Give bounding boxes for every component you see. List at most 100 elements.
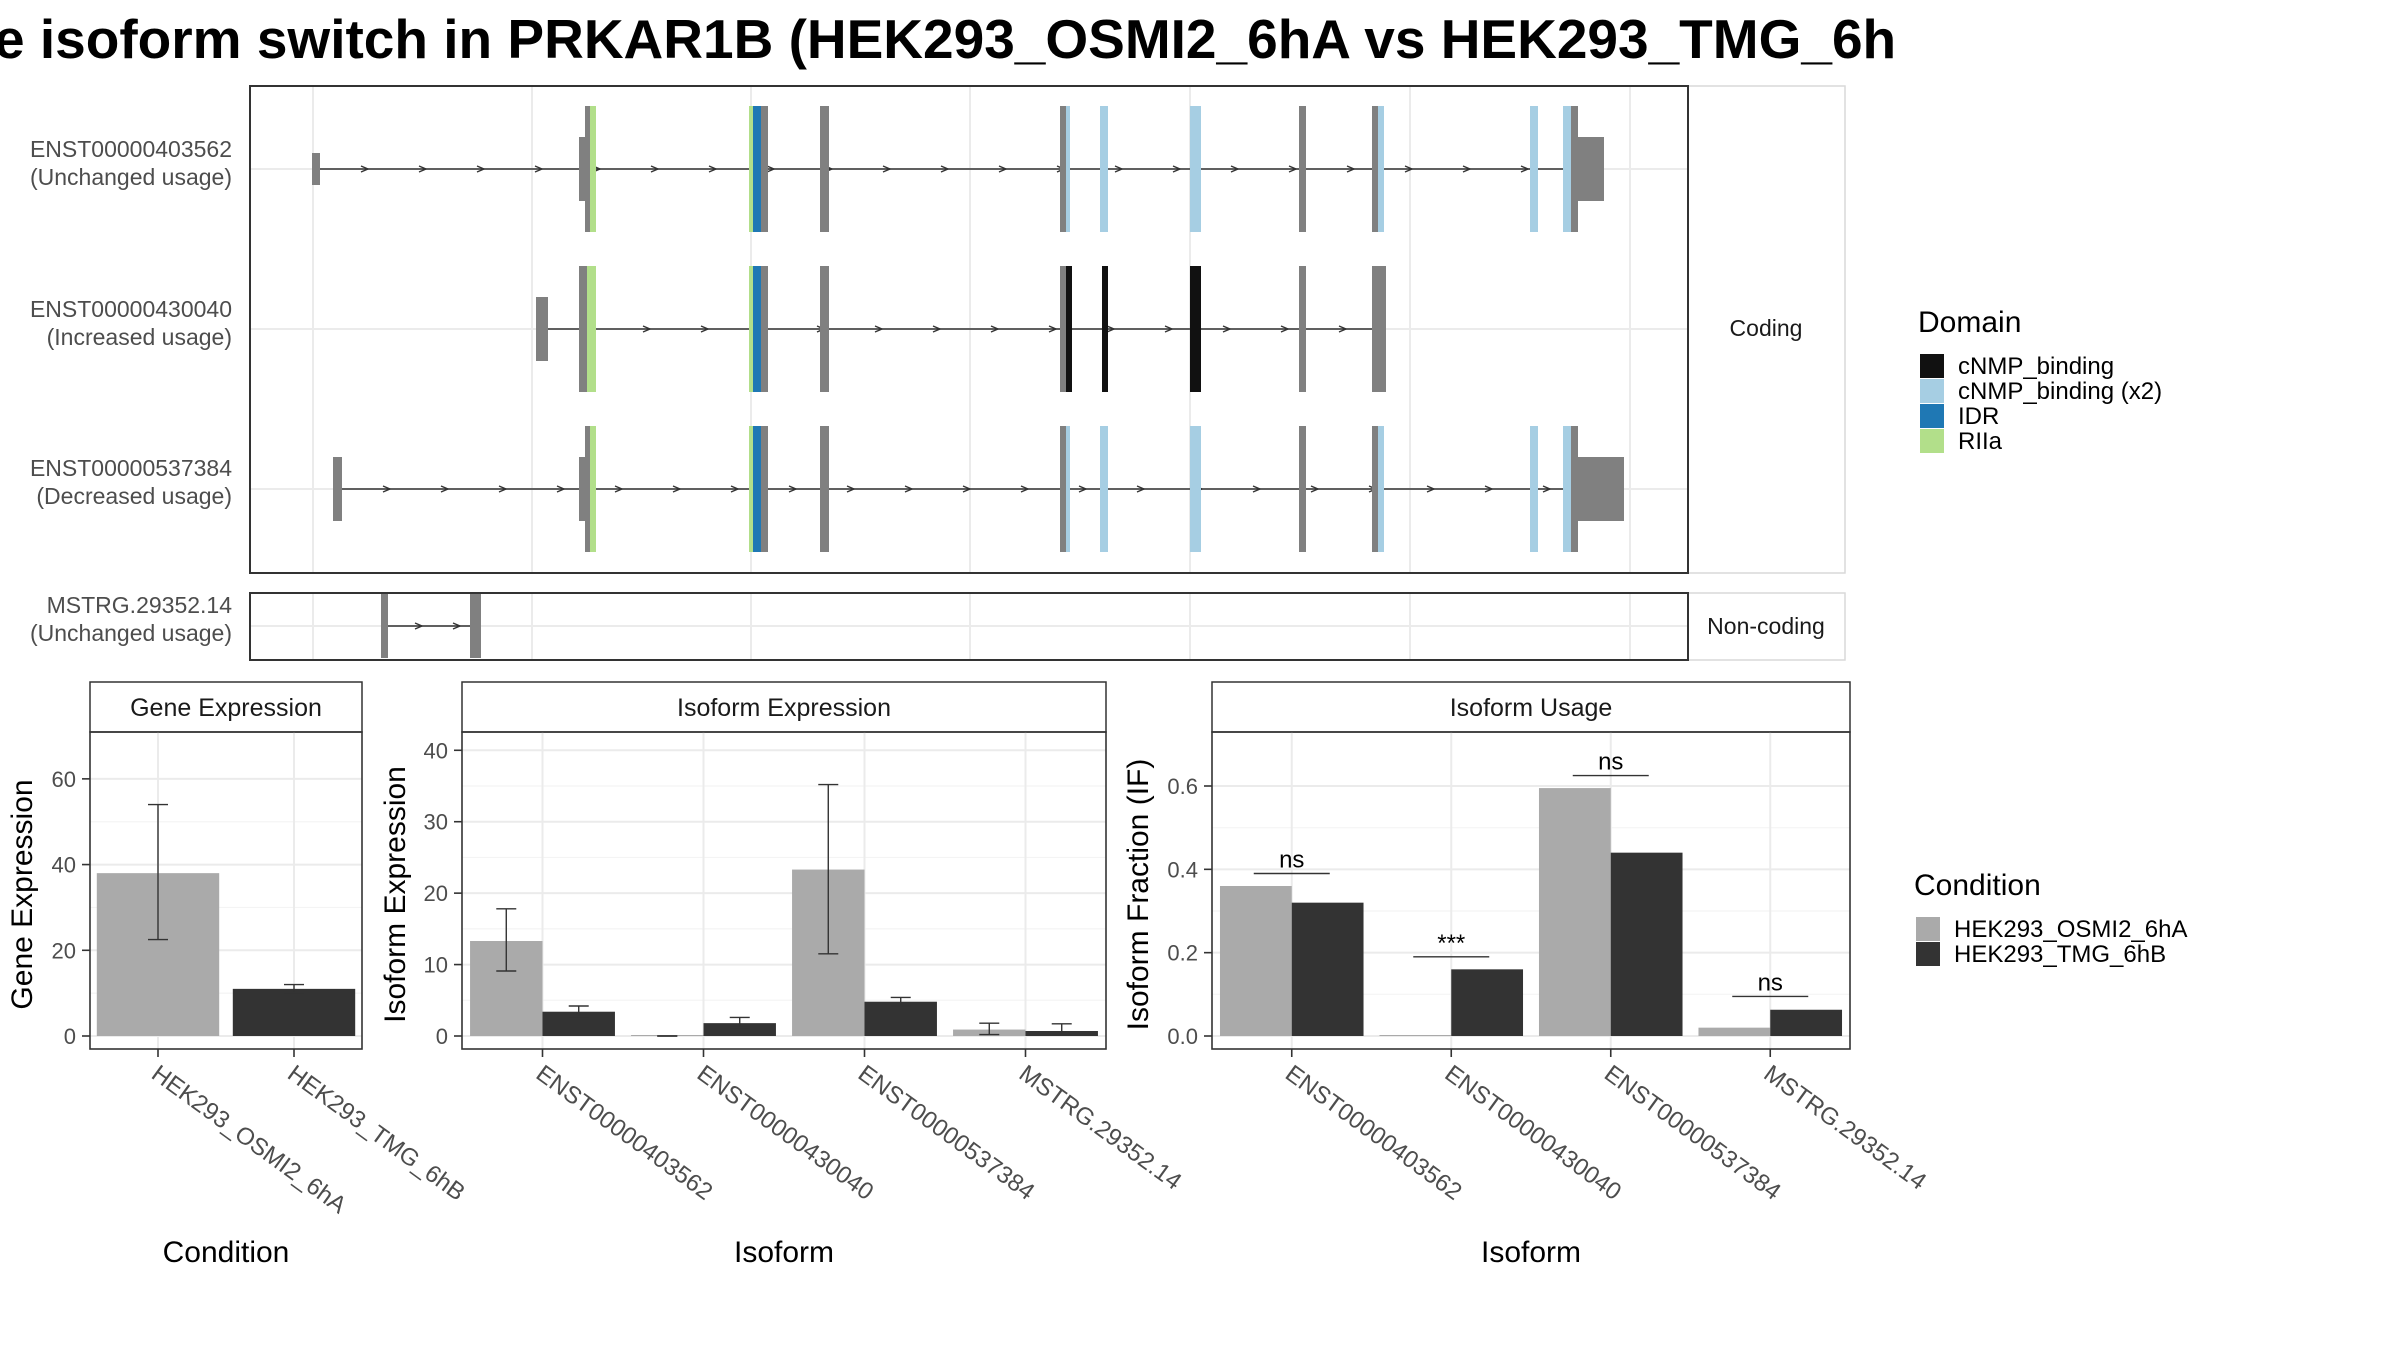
domain-riia bbox=[587, 266, 596, 392]
transcript-usage-label: (Decreased usage) bbox=[36, 483, 232, 509]
intron-arrow bbox=[1542, 485, 1552, 493]
legend-domain-label: RIIa bbox=[1958, 428, 2003, 455]
x-axis-title: Isoform bbox=[1481, 1236, 1581, 1269]
bar bbox=[1538, 788, 1611, 1036]
legend-domain-swatch bbox=[1920, 354, 1944, 378]
intron-arrow bbox=[1136, 485, 1146, 493]
x-tick-label: ENST00000430040 bbox=[1440, 1060, 1626, 1206]
intron-arrow bbox=[962, 485, 972, 493]
intron-arrow bbox=[418, 165, 428, 173]
legend-domain-label: IDR bbox=[1958, 403, 1999, 430]
facet-label-noncoding: Non-coding bbox=[1707, 613, 1825, 639]
y-tick-label: 0 bbox=[436, 1024, 448, 1049]
domain-cnmp-x2 bbox=[1190, 426, 1201, 552]
y-tick-label: 40 bbox=[424, 738, 448, 763]
bar bbox=[1698, 1027, 1771, 1036]
y-axis-title: Isoform Fraction (IF) bbox=[1122, 759, 1155, 1031]
domain-cnmp-x2 bbox=[1066, 426, 1070, 552]
transcript-usage-label: (Unchanged usage) bbox=[30, 620, 232, 646]
exon-utr bbox=[333, 457, 342, 521]
x-tick-label: ENST00000403562 bbox=[531, 1060, 717, 1206]
intron-arrow bbox=[940, 165, 950, 173]
significance-label: ns bbox=[1758, 969, 1783, 996]
exon bbox=[579, 266, 587, 392]
legend-condition-label: HEK293_OSMI2_6hA bbox=[1954, 916, 2187, 943]
exon bbox=[761, 266, 768, 392]
legend-domain-swatch bbox=[1920, 379, 1944, 403]
panel-strip bbox=[461, 681, 1107, 733]
intron-arrow bbox=[360, 165, 370, 173]
x-tick-label: ENST00000403562 bbox=[1280, 1060, 1466, 1206]
x-axis-title: Isoform bbox=[734, 1236, 834, 1269]
intron-arrow bbox=[1310, 485, 1320, 493]
domain-cnmp-x2 bbox=[1378, 106, 1384, 232]
intron-arrow bbox=[1280, 325, 1290, 333]
domain-cnmp-x2 bbox=[1563, 426, 1571, 552]
legend-domain-swatch bbox=[1920, 429, 1944, 453]
domain-riia bbox=[749, 266, 753, 392]
significance-label: ns bbox=[1598, 749, 1623, 776]
intron-arrow bbox=[1020, 485, 1030, 493]
domain-riia bbox=[590, 106, 596, 232]
figure-title: e isoform switch in PRKAR1B (HEK293_OSMI… bbox=[0, 8, 1896, 70]
exon bbox=[820, 266, 829, 392]
transcript-id-label: ENST00000403562 bbox=[30, 136, 232, 162]
intron-arrow bbox=[1222, 325, 1232, 333]
y-tick-label: 20 bbox=[52, 938, 76, 963]
domain-cnmp-x2 bbox=[1530, 106, 1538, 232]
domain-cnmp-x2 bbox=[1066, 106, 1070, 232]
domain-cnmp-x2 bbox=[1563, 106, 1571, 232]
domain-cnmp-x2 bbox=[1378, 426, 1384, 552]
y-tick-label: 0.4 bbox=[1167, 857, 1198, 882]
domain-cnmp-x2 bbox=[1190, 106, 1201, 232]
panel-title: Gene Expression bbox=[130, 694, 322, 722]
y-tick-label: 10 bbox=[424, 953, 448, 978]
intron-arrow bbox=[1230, 165, 1240, 173]
y-tick-label: 0.2 bbox=[1167, 941, 1198, 966]
intron-arrow bbox=[1338, 325, 1348, 333]
bar bbox=[1219, 886, 1292, 1036]
exon bbox=[1571, 426, 1578, 552]
exon bbox=[579, 137, 587, 201]
y-axis-title: Isoform Expression bbox=[379, 766, 412, 1023]
exon bbox=[585, 426, 590, 552]
bar bbox=[1770, 1009, 1843, 1036]
intron-arrow bbox=[700, 325, 710, 333]
y-axis-title: Gene Expression bbox=[6, 779, 39, 1009]
legend-domain-label: cNMP_binding bbox=[1958, 353, 2114, 380]
intron-arrow bbox=[556, 485, 566, 493]
significance-label: ns bbox=[1279, 847, 1304, 874]
x-tick-label: ENST00000537384 bbox=[853, 1060, 1039, 1206]
facet-strip-noncoding bbox=[1687, 592, 1846, 661]
exon bbox=[579, 457, 587, 521]
transcript-usage-label: (Unchanged usage) bbox=[30, 164, 232, 190]
intron-arrow bbox=[1288, 165, 1298, 173]
exon bbox=[1299, 106, 1306, 232]
intron-arrow bbox=[998, 165, 1008, 173]
exon-utr bbox=[312, 153, 320, 185]
coding-panel-border bbox=[249, 85, 1689, 574]
domain-cnmp-x2 bbox=[1530, 426, 1538, 552]
transcript-id-label: MSTRG.29352.14 bbox=[47, 592, 233, 618]
legend-condition-title: Condition bbox=[1914, 869, 2041, 902]
intron-arrow bbox=[1346, 165, 1356, 173]
noncoding-panel-border bbox=[249, 592, 1689, 661]
intron-arrow bbox=[990, 325, 1000, 333]
domain-idr bbox=[753, 106, 761, 232]
legend-domain-swatch bbox=[1920, 404, 1944, 428]
exon bbox=[1372, 106, 1378, 232]
legend-condition-swatch bbox=[1916, 942, 1940, 966]
intron-arrow bbox=[650, 165, 660, 173]
domain-cnmp bbox=[1190, 266, 1201, 392]
legend-condition-swatch bbox=[1916, 917, 1940, 941]
exon bbox=[1060, 426, 1066, 552]
bar bbox=[864, 1001, 937, 1036]
intron-arrow bbox=[498, 485, 508, 493]
intron-arrow bbox=[932, 325, 942, 333]
legend-domain-label: cNMP_binding (x2) bbox=[1958, 378, 2162, 405]
domain-riia bbox=[590, 426, 596, 552]
intron-arrow bbox=[846, 485, 856, 493]
x-tick-label: MSTRG.29352.14 bbox=[1759, 1060, 1931, 1196]
intron-arrow bbox=[642, 325, 652, 333]
transcript-structure-panel: CodingNon-codingENST00000403562(Unchange… bbox=[30, 85, 1846, 661]
